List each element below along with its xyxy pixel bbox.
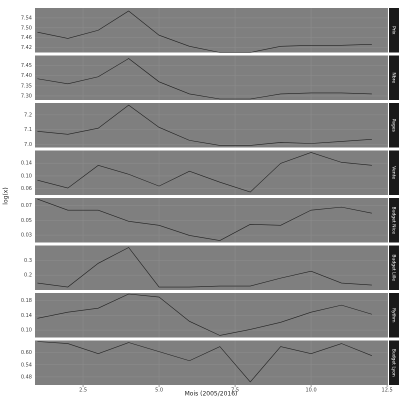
panel-background [35, 103, 388, 148]
y-tick-label: 0.03 [21, 233, 32, 239]
strip-label: Budget Lyon [391, 349, 397, 377]
y-tick-label: 0.3 [24, 258, 32, 264]
data-line [37, 10, 372, 53]
y-tick-label: 7.35 [21, 83, 32, 89]
strip [389, 55, 399, 100]
strip-label: Budget Nice [391, 207, 397, 235]
y-tick-label: 7.1 [24, 127, 32, 133]
panel-background [35, 55, 388, 100]
strip [389, 103, 399, 148]
y-tick-label: 7.45 [21, 63, 32, 69]
y-tick-label: 0.10 [21, 328, 32, 334]
y-tick-label: 0.60 [21, 350, 32, 356]
x-axis-title: Mois (2005/2016) [185, 391, 238, 398]
x-tick-label: 10.0 [306, 388, 317, 394]
strip-label: Nbre [391, 72, 397, 83]
y-tick-label: 0.07 [21, 203, 32, 209]
y-tick-label: 0.10 [21, 173, 32, 179]
data-line [37, 247, 372, 288]
data-line [37, 341, 373, 383]
y-tick-label: 0.14 [21, 161, 32, 167]
y-tick-label: 0.06 [21, 186, 32, 192]
x-tick-label: 2.5 [79, 388, 87, 394]
panel-background [35, 340, 388, 385]
data-line [37, 293, 372, 336]
strip-label: Rythm [391, 308, 397, 323]
data-line [37, 198, 372, 241]
strip [389, 8, 399, 53]
x-tick-label: 7.5 [231, 388, 239, 394]
y-tick-label: 7.54 [21, 15, 32, 21]
y-tick-label: 7.40 [21, 73, 32, 79]
panel-background [35, 8, 388, 53]
y-tick-label: 0.48 [21, 374, 32, 380]
strip [389, 150, 399, 195]
strip [389, 245, 399, 290]
strip [389, 198, 399, 243]
strip [389, 340, 399, 385]
y-tick-label: 7.42 [21, 45, 32, 51]
y-tick-label: 0.54 [21, 362, 32, 368]
strip-label: Prix [391, 26, 397, 35]
y-tick-label: 0.14 [21, 313, 32, 319]
panel-background [35, 150, 388, 195]
strip-label: Pages [391, 119, 397, 133]
x-tick-label: 5.0 [155, 388, 163, 394]
data-line [37, 58, 372, 100]
x-tick-label: 12.5 [382, 388, 393, 394]
data-line [37, 152, 372, 193]
y-tick-label: 7.30 [21, 93, 32, 99]
y-tick-label: 7.50 [21, 25, 32, 31]
y-tick-label: 0.05 [21, 218, 32, 224]
y-tick-label: 7.2 [24, 112, 32, 118]
panel-background [35, 245, 388, 290]
data-line [37, 104, 372, 146]
y-axis-title: log(x) [3, 187, 10, 204]
y-tick-label: 7.46 [21, 35, 32, 41]
y-tick-label: 0.18 [21, 298, 32, 304]
y-tick-label: 7.0 [24, 142, 32, 148]
y-tick-label: 0.2 [24, 273, 32, 279]
strip [389, 293, 399, 338]
strip-label: Budget Lille [391, 254, 397, 281]
strip-label: Vente [391, 166, 397, 179]
